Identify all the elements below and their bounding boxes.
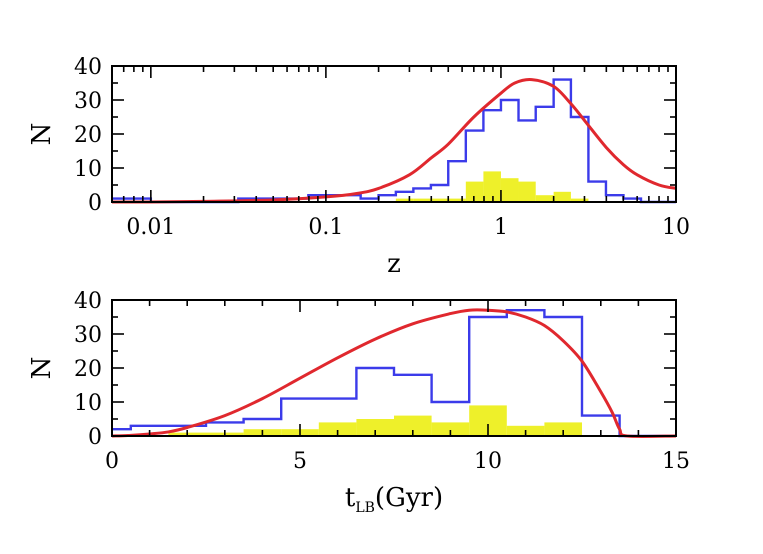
p1-ylabel: N <box>27 357 57 380</box>
p0-xlabel: z <box>387 249 401 279</box>
p0-model-curve <box>111 77 677 204</box>
p0-subset-bar <box>483 171 501 202</box>
p1-subset-bar <box>356 419 394 436</box>
p0-subset-bar <box>535 195 554 202</box>
p0-ytick-label: 10 <box>74 157 102 182</box>
p1-ytick-label: 30 <box>74 323 102 348</box>
p0-subset-bar <box>448 198 466 202</box>
p0-xtick-label: 0.1 <box>308 215 343 240</box>
p1-total-histogram-line <box>112 309 676 438</box>
p0-subset-bar <box>570 198 589 202</box>
p1-xlabel: tLB(Gyr) <box>345 483 443 516</box>
p1-ytick-label: 10 <box>74 391 102 416</box>
p0-subset-bar <box>500 178 519 202</box>
p0-subset-bar <box>395 198 414 202</box>
p0-ytick-label: 20 <box>74 123 102 148</box>
p0-subset-bar <box>553 191 571 202</box>
p0-subset-bar <box>413 198 431 202</box>
p0-ylabel: N <box>27 123 57 146</box>
p1-xtick-label: 0 <box>105 449 119 474</box>
top-panel: 0 10 20 30 40 0.01 0.1 1 10 Nz <box>27 55 690 279</box>
p0-ytick-label: 0 <box>88 191 102 216</box>
p0-ytick-label: 30 <box>74 89 102 114</box>
p1-subset-bar <box>544 422 582 436</box>
p0-subset-bar <box>430 198 449 202</box>
p1-ytick-label: 40 <box>74 289 102 314</box>
p1-subset-bar <box>394 415 432 436</box>
p1-ytick-label: 0 <box>88 425 102 450</box>
p0-subset-bar <box>518 181 536 202</box>
p0-subset-bar <box>465 181 484 202</box>
p1-model-curve <box>111 308 677 438</box>
p0-xtick-label: 0.01 <box>126 215 175 240</box>
p1-xtick-label: 15 <box>662 449 690 474</box>
p0-ytick-label: 40 <box>74 55 102 80</box>
p1-xtick-label: 10 <box>474 449 502 474</box>
p1-subset-bar <box>318 422 357 436</box>
p1-xtick-label: 5 <box>293 449 307 474</box>
p1-ytick-label: 20 <box>74 357 102 382</box>
p0-xtick-label: 10 <box>662 215 690 240</box>
p1-subset-bar <box>431 422 470 436</box>
p0-xtick-label: 1 <box>494 215 508 240</box>
